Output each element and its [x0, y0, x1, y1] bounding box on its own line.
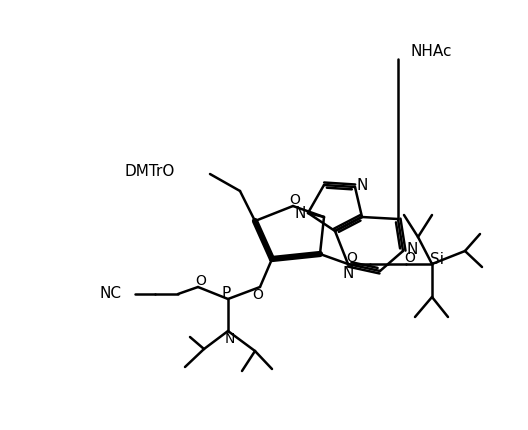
Text: P: P: [221, 285, 231, 300]
Text: NHAc: NHAc: [410, 44, 451, 59]
Text: O: O: [252, 287, 263, 301]
Text: DMTrO: DMTrO: [125, 164, 175, 179]
Text: O: O: [404, 250, 416, 264]
Text: N: N: [407, 242, 418, 257]
Text: O: O: [346, 250, 357, 264]
Text: Si: Si: [430, 252, 444, 267]
Text: N: N: [356, 177, 367, 192]
Text: NC: NC: [99, 285, 121, 300]
Text: O: O: [195, 273, 206, 287]
Text: N: N: [342, 265, 354, 280]
Text: O: O: [289, 193, 300, 206]
Text: N: N: [225, 331, 235, 345]
Text: N: N: [294, 206, 306, 221]
